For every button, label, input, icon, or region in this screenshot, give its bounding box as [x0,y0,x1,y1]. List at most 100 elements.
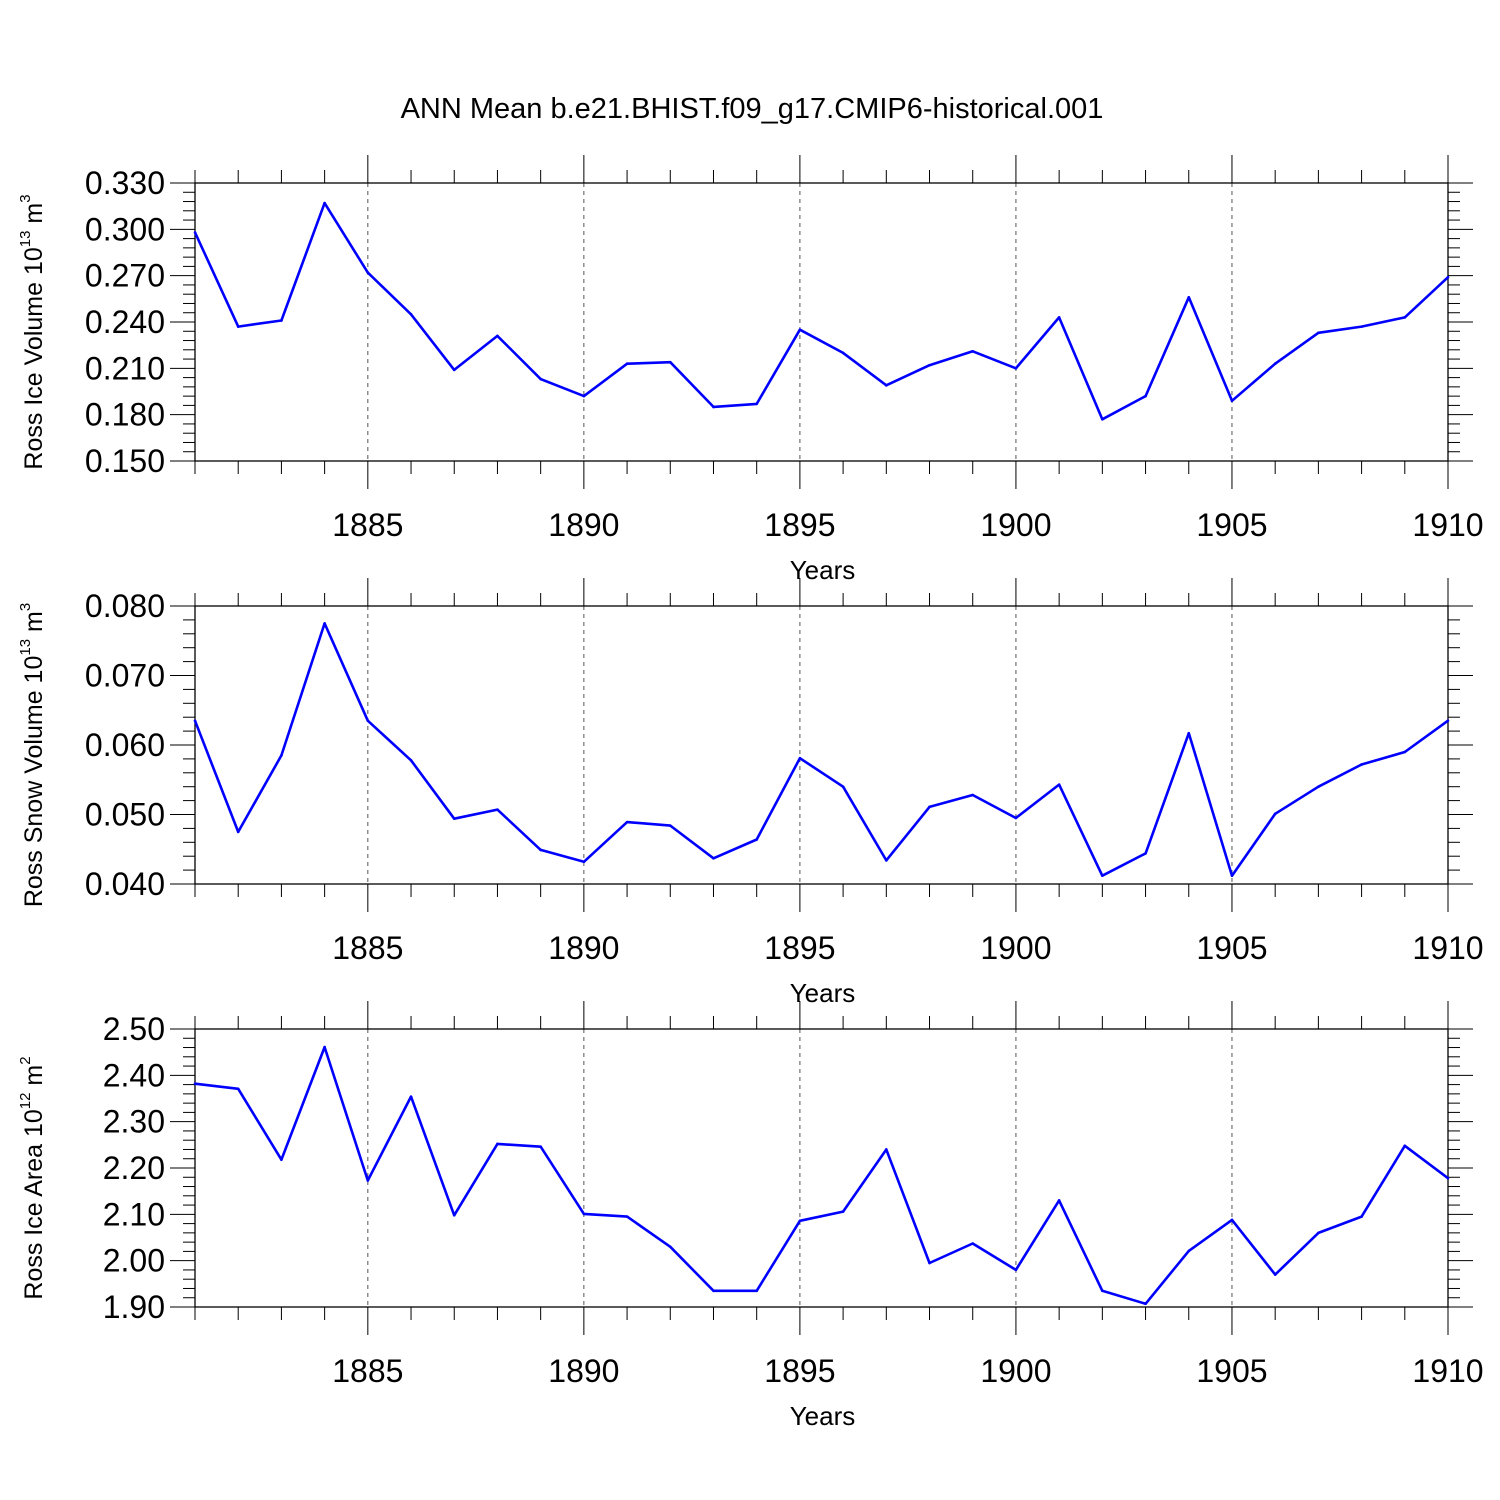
data-point [668,1245,672,1249]
x-tick-label: 1895 [764,930,835,966]
y-tick-label: 2.50 [103,1011,165,1047]
data-point [409,758,413,762]
y-axis-title: Ross Snow Volume 1013 m3 [17,603,48,907]
figure-title: ANN Mean b.e21.BHIST.f09_g17.CMIP6-histo… [401,93,1104,125]
data-point [1230,874,1234,877]
y-tick-label: 1.90 [103,1289,165,1325]
data-point [798,756,802,760]
data-point [280,319,283,322]
data-point [885,384,888,387]
data-point [841,785,845,788]
y-tick-label: 2.30 [103,1104,165,1140]
data-point [712,856,715,860]
data-point [625,362,629,366]
data-point [496,1142,499,1146]
x-tick-label: 1900 [980,507,1051,543]
x-tick-label: 1890 [548,930,619,966]
x-tick-label: 1900 [980,1353,1051,1389]
data-point [236,325,240,328]
data-point [1101,874,1104,877]
y-tick-label: 0.050 [85,797,165,833]
data-point [928,805,931,809]
data-point [452,1213,456,1217]
data-point [366,719,370,722]
data-point [1187,295,1191,299]
data-point [1446,1176,1450,1180]
data-point [1057,783,1061,786]
y-tick-label: 0.150 [85,443,165,479]
data-point [1273,1273,1277,1276]
plot-frame [194,605,1449,885]
y-tick-label: 0.040 [85,866,165,902]
x-tick-label: 1895 [764,507,835,543]
data-point [236,830,240,834]
y-tick-label: 0.270 [85,258,165,294]
data-point [755,402,758,406]
y-tick-label: 2.40 [103,1057,165,1093]
x-tick-label: 1890 [548,507,619,543]
y-tick-label: 2.00 [103,1243,165,1279]
data-point [971,350,975,353]
data-point [1403,750,1407,754]
data-point [1360,763,1363,766]
data-point [841,1210,845,1213]
y-tick-label: 0.080 [85,588,165,624]
data-point [1014,816,1018,820]
plot-frame [194,182,1449,462]
data-point [582,1212,586,1216]
data-point [1144,394,1147,398]
x-axis-title: Years [790,555,856,585]
data-point [668,360,672,364]
data-point [452,368,456,372]
data-point [366,1179,370,1182]
data-point [625,820,629,824]
data-point [280,1158,283,1161]
data-point [539,1145,542,1148]
data-point [885,1148,888,1151]
data-point [1057,316,1061,319]
data-point [409,1095,413,1098]
y-tick-label: 0.240 [85,304,165,340]
y-tick-label: 0.180 [85,397,165,433]
x-tick-label: 1905 [1196,507,1267,543]
x-tick-label: 1905 [1196,1353,1267,1389]
x-tick-label: 1910 [1412,930,1483,966]
y-tick-label: 0.070 [85,658,165,694]
x-tick-label: 1885 [332,507,403,543]
data-point [625,1215,629,1218]
data-point [755,838,758,841]
data-point [841,351,845,355]
data-point [1446,719,1450,722]
data-point [1317,331,1320,335]
data-point [1014,1268,1018,1272]
data-point [1403,316,1407,319]
data-point [885,859,888,862]
series-line [194,1045,1449,1306]
data-point [323,622,326,625]
data-point [323,201,326,205]
data-point [1187,731,1191,735]
x-axis-title: Years [790,978,856,1008]
y-tick-label: 0.210 [85,350,165,386]
data-point [1446,275,1450,279]
data-point [193,719,197,722]
data-point [1014,367,1018,370]
data-point [409,312,413,316]
x-tick-label: 1910 [1412,1353,1483,1389]
data-point [1144,852,1147,855]
data-point [928,363,931,367]
series-line [193,201,1449,421]
plot-frame [194,1028,1449,1308]
x-tick-label: 1890 [548,1353,619,1389]
data-point [323,1045,326,1049]
series-line [193,622,1449,878]
data-point [582,860,586,864]
data-point [1144,1302,1147,1306]
data-point [539,377,542,381]
data-point [496,808,499,811]
data-point [1360,325,1363,328]
x-tick-label: 1905 [1196,930,1267,966]
data-point [1273,812,1277,816]
data-point [1101,1289,1104,1293]
